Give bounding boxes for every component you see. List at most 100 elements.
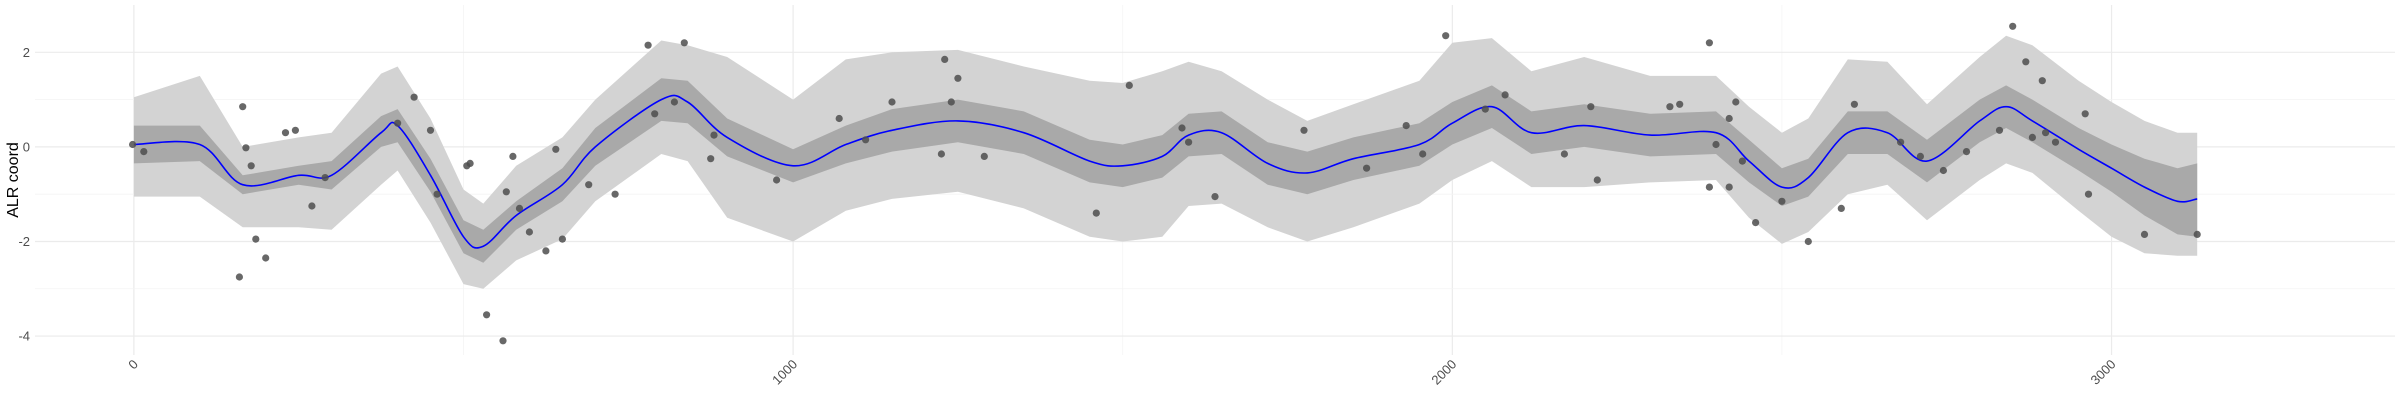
data-point <box>862 136 870 144</box>
data-point <box>433 190 441 198</box>
data-point <box>1092 209 1100 217</box>
data-point <box>1738 157 1746 165</box>
data-point <box>2042 129 2050 137</box>
data-point <box>483 311 491 319</box>
data-point <box>947 98 955 106</box>
data-point <box>1712 140 1720 149</box>
data-point <box>1300 126 1308 134</box>
data-point <box>1419 150 1427 158</box>
data-point <box>1501 91 1509 99</box>
data-point <box>558 235 567 243</box>
data-point <box>235 273 243 281</box>
data-point <box>1593 176 1601 184</box>
data-point <box>2081 110 2089 118</box>
data-point <box>515 204 524 212</box>
data-point <box>1178 124 1186 132</box>
data-point <box>1804 237 1812 246</box>
y-tick-label: 2 <box>23 45 30 60</box>
confidence-band-inner <box>133 78 2198 263</box>
data-point <box>1587 103 1595 111</box>
y-axis-ticks: -4 -2 0 2 <box>18 45 30 344</box>
data-point <box>1402 122 1410 130</box>
data-point <box>262 254 270 262</box>
data-point <box>1725 183 1733 191</box>
data-point <box>1481 105 1489 113</box>
data-point <box>835 114 843 123</box>
data-point <box>1916 152 1924 160</box>
y-tick-label: 0 <box>23 139 30 154</box>
data-point <box>1850 100 1858 108</box>
data-point <box>502 188 510 196</box>
data-point <box>242 144 250 152</box>
data-point <box>1211 193 1219 201</box>
data-point <box>1897 138 1905 146</box>
x-tick-label: 0 <box>125 357 141 373</box>
data-point <box>1962 148 1971 156</box>
data-point <box>585 181 593 189</box>
data-point <box>2009 22 2017 30</box>
data-point <box>954 74 962 82</box>
data-point <box>1725 114 1733 123</box>
data-point <box>888 98 896 106</box>
data-point <box>321 174 329 182</box>
data-point <box>611 190 619 198</box>
x-tick-label: 3000 <box>2088 357 2119 388</box>
data-point <box>542 247 550 255</box>
data-points <box>129 22 2201 345</box>
data-point <box>410 93 418 101</box>
data-point <box>1676 100 1684 108</box>
data-point <box>937 150 946 158</box>
data-point <box>1363 164 1371 172</box>
x-tick-label: 1000 <box>769 357 800 388</box>
data-point <box>140 148 148 156</box>
data-point <box>426 126 435 134</box>
data-point <box>252 235 260 243</box>
data-point <box>1705 39 1713 47</box>
data-point <box>239 103 247 111</box>
smooth-line <box>133 94 2198 249</box>
data-point <box>2028 133 2036 141</box>
data-point <box>1995 126 2004 134</box>
data-point <box>941 55 949 64</box>
data-point <box>1778 197 1786 205</box>
data-point <box>1837 204 1845 212</box>
data-point <box>499 337 507 345</box>
data-point <box>129 140 137 149</box>
y-tick-label: -4 <box>18 329 30 344</box>
data-point <box>2140 230 2149 238</box>
data-point <box>980 152 988 160</box>
data-point <box>2022 58 2030 66</box>
x-tick-label: 2000 <box>1428 357 1459 388</box>
data-point <box>509 152 517 160</box>
data-point <box>466 159 474 167</box>
data-point <box>644 41 652 49</box>
data-point <box>651 110 659 118</box>
data-point <box>1705 183 1713 191</box>
data-point <box>394 119 402 127</box>
data-point <box>680 39 688 47</box>
data-point <box>1560 150 1568 158</box>
data-point <box>552 145 560 153</box>
data-point <box>525 228 534 236</box>
data-point <box>1666 103 1674 111</box>
data-point <box>1442 32 1450 40</box>
data-point <box>1752 219 1760 227</box>
y-tick-label: -2 <box>18 234 30 249</box>
data-point <box>1185 138 1193 146</box>
data-point <box>1125 81 1133 89</box>
data-point <box>2084 190 2093 198</box>
data-point <box>707 155 715 163</box>
data-point <box>2193 230 2201 238</box>
data-point <box>2051 138 2060 146</box>
x-axis-ticks: 0 1000 2000 3000 <box>125 357 2118 388</box>
data-point <box>281 129 290 137</box>
data-point <box>291 126 299 134</box>
data-point <box>1732 98 1740 106</box>
data-point <box>247 162 255 170</box>
data-point <box>308 202 316 210</box>
data-point <box>1939 166 1947 175</box>
data-point <box>2038 77 2046 85</box>
data-point <box>773 176 781 184</box>
data-point <box>670 98 679 106</box>
